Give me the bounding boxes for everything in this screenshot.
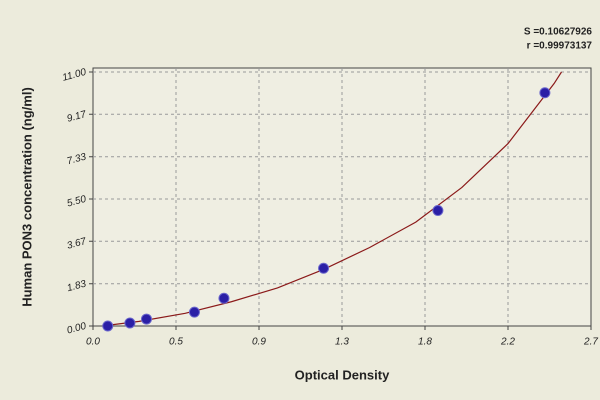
data-point <box>539 87 551 99</box>
x-tick-label: 2.7 <box>583 337 598 348</box>
data-point <box>140 313 152 325</box>
x-tick-label: 2.2 <box>500 337 515 348</box>
x-tick-label: 1.3 <box>335 337 349 348</box>
y-tick-label: 1.83 <box>66 278 88 294</box>
y-tick-label: 0.00 <box>66 321 88 337</box>
data-point <box>318 262 330 274</box>
fit-curve <box>102 71 562 327</box>
data-point <box>124 317 136 329</box>
y-axis-label: Human PON3 concentration (ng/ml) <box>19 87 34 307</box>
x-tick-label: 0.0 <box>86 337 100 348</box>
y-tick-label: 7.33 <box>66 151 88 167</box>
data-point <box>102 320 114 332</box>
x-tick-label: 0.9 <box>252 337 266 348</box>
y-tick-label: 9.17 <box>66 109 88 125</box>
annotation: S =0.10627926 <box>524 27 593 38</box>
x-tick-label: 0.5 <box>169 337 183 348</box>
data-point <box>432 205 444 217</box>
y-tick-label: 5.50 <box>66 194 88 210</box>
y-tick-label: 3.67 <box>66 236 88 252</box>
data-point <box>218 292 230 304</box>
x-tick-label: 1.8 <box>418 337 432 348</box>
x-axis-label: Optical Density <box>295 367 390 382</box>
annotation: r =0.99973137 <box>527 41 593 52</box>
data-point <box>188 306 200 318</box>
